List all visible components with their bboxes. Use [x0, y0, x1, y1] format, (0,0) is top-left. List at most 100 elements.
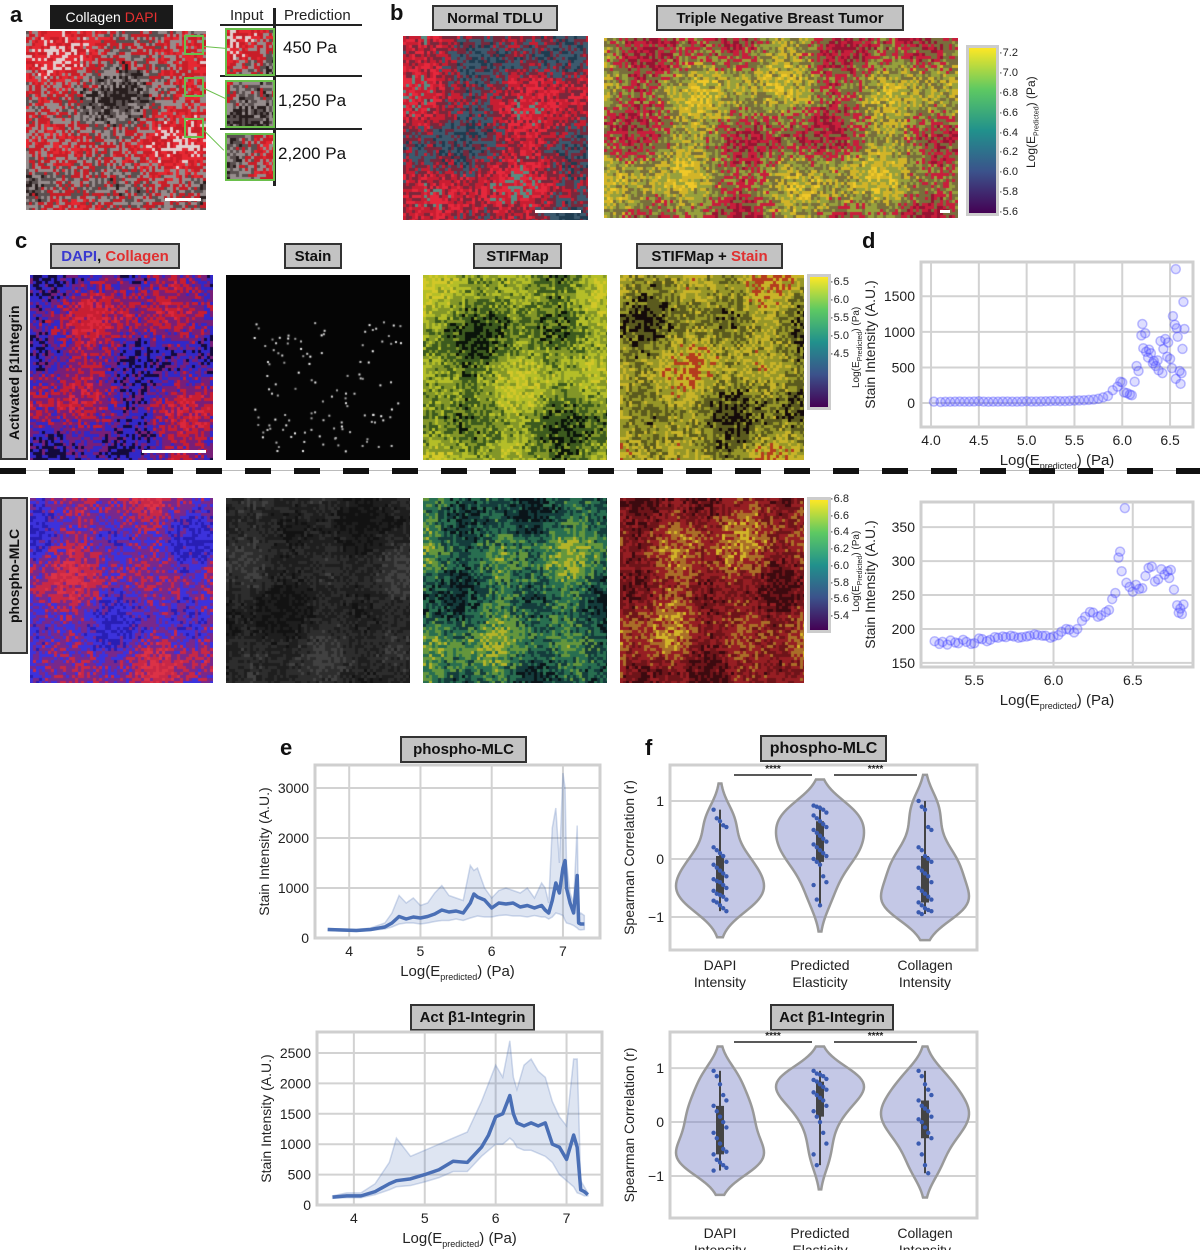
- data-point: [922, 853, 928, 859]
- y-tick-label: 1: [656, 793, 664, 809]
- scatter-point: [1156, 563, 1167, 575]
- data-point: [824, 1087, 829, 1092]
- x-label-post: ) (Pa): [479, 1230, 517, 1247]
- data-point: [711, 807, 716, 812]
- scatter-point: [1143, 562, 1154, 574]
- colorbar-tick: ·6.0: [999, 166, 1018, 179]
- scatter-point: [1114, 546, 1126, 557]
- x-label-sub: predicted: [442, 1239, 479, 1249]
- x-label-sub: predicted: [1040, 701, 1077, 711]
- table-rule: [220, 128, 362, 130]
- colorbar-tick: ·6.2: [999, 146, 1018, 159]
- colorbar-tick: ·6.4: [999, 126, 1018, 139]
- scatter-point: [1045, 632, 1056, 644]
- scatter-point: [1136, 330, 1147, 341]
- scatter-point: [1053, 629, 1064, 641]
- scatter-point: [1174, 365, 1185, 377]
- scatter-point: [1112, 381, 1123, 392]
- data-point: [824, 839, 829, 844]
- y-tick-label: −1: [648, 909, 664, 925]
- colorbar-tick: ·5.6: [830, 593, 849, 606]
- input-patch: [225, 28, 275, 76]
- y-tick-label: 0: [656, 1114, 664, 1130]
- scatter-point: [1137, 318, 1148, 330]
- data-point: [724, 1125, 729, 1130]
- data-point: [714, 1136, 719, 1141]
- chart-e-2: 0 1000 2000 3000 4 5 6 7 Log(Epredicted) (Pa) Sta…: [256, 763, 602, 982]
- scatter-point: [997, 631, 1009, 642]
- data-point: [724, 1165, 729, 1171]
- header-dapi-collagen: DAPI, Collagen: [50, 243, 180, 269]
- x-tick-label: 6.5: [1160, 432, 1180, 448]
- scatter-point: [1000, 631, 1012, 643]
- data-point: [721, 871, 726, 876]
- header-dapi: DAPI: [61, 247, 98, 265]
- y-tick-label: 500: [892, 359, 916, 375]
- data-point: [721, 853, 726, 859]
- x-tick-label: 4: [345, 943, 353, 959]
- scatter-point: [1137, 582, 1148, 594]
- category-label: DAPI Intensity: [694, 1225, 746, 1250]
- scatter-point: [1005, 630, 1016, 642]
- scatter-point: [961, 636, 972, 648]
- header-collagen: Collagen: [105, 247, 169, 265]
- scatter-point: [968, 396, 980, 407]
- scatter-point: [1026, 396, 1037, 407]
- colorbar-c2: [807, 497, 831, 633]
- scatter-point: [1162, 566, 1173, 577]
- x-tick-label: 6: [492, 1210, 500, 1226]
- colorbar-tick: ·6.8: [999, 86, 1018, 99]
- data-point: [919, 1119, 924, 1125]
- scatter-point: [1159, 569, 1170, 580]
- data-point: [916, 798, 921, 804]
- scatter-point: [964, 396, 975, 407]
- data-point: [814, 1092, 819, 1098]
- stain-image-b1: [226, 275, 410, 460]
- scatter-point: [1121, 387, 1133, 399]
- data-point: [721, 906, 726, 911]
- data-point: [721, 1162, 726, 1168]
- column-input: Input: [230, 7, 264, 24]
- scatter-point: [945, 635, 956, 646]
- scatter-point: [1142, 352, 1154, 363]
- plot-area: [919, 260, 1195, 429]
- y-tick-label: 1000: [278, 880, 309, 896]
- category-label: Collagen Intensity: [897, 957, 952, 990]
- category-label-line: Elasticity: [792, 974, 847, 990]
- data-point: [919, 848, 924, 853]
- data-point: [919, 903, 924, 908]
- plot-area: [315, 1030, 604, 1207]
- confidence-band: [327, 772, 586, 933]
- x-tick-label: 6: [488, 943, 496, 959]
- title-tnbc: Triple Negative Breast Tumor: [656, 5, 904, 31]
- scatter-point: [1163, 572, 1175, 584]
- scatter-point: [1148, 355, 1160, 367]
- x-label-post: ) (Pa): [477, 963, 515, 980]
- prediction-value: 1,250 Pa: [278, 91, 347, 110]
- colorbar-tick: ·6.6: [999, 106, 1018, 119]
- category-label-line: Intensity: [694, 1242, 746, 1250]
- colorbar-tick: ·6.6: [830, 509, 849, 522]
- scatter-point: [1171, 323, 1182, 334]
- data-point: [811, 882, 816, 888]
- scatter-point: [1119, 502, 1131, 514]
- header-collagen: Collagen: [65, 9, 121, 25]
- header-stifmap-stain: STIFMap + Stain: [636, 243, 783, 269]
- data-point: [814, 897, 819, 902]
- scatter-point: [1166, 362, 1178, 374]
- data-point: [714, 816, 719, 821]
- roi-box: [184, 118, 204, 138]
- data-point: [814, 816, 819, 821]
- scatter-point: [1167, 310, 1179, 322]
- scatter-point: [1106, 593, 1118, 605]
- prediction-value: 2,200 Pa: [278, 144, 347, 163]
- category-label-line: Elasticity: [792, 1242, 847, 1250]
- data-point: [817, 1095, 823, 1100]
- data-point: [916, 1117, 921, 1122]
- header-combo-stain: Stain: [730, 247, 768, 265]
- data-point: [717, 819, 723, 824]
- x-axis-label: Log(Epredicted) (Pa): [1000, 452, 1115, 471]
- scatter-point: [942, 639, 953, 650]
- mean-line: [327, 858, 585, 933]
